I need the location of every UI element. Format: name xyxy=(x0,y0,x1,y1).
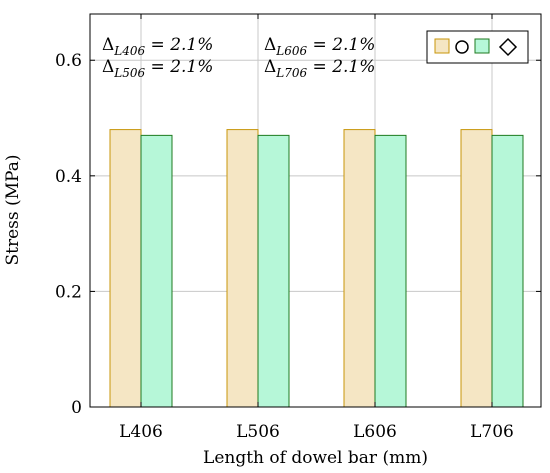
bar-series-2-l506 xyxy=(257,134,290,408)
bar-series-1-l406 xyxy=(109,129,142,408)
bar-series-2-l706 xyxy=(491,134,524,408)
annotation-l406: ΔL406 = 2.1% xyxy=(102,35,213,58)
x-tick-label: L606 xyxy=(353,422,397,442)
bar-series-1-l706 xyxy=(460,129,493,408)
bars-layer xyxy=(109,129,524,408)
bar-series-2-l606 xyxy=(374,134,407,408)
legend-swatch-series-2 xyxy=(474,38,490,54)
bar-series-1-l506 xyxy=(226,129,259,408)
x-tick-label: L406 xyxy=(119,422,163,442)
y-axis-title: Stress (MPa) xyxy=(3,155,23,266)
y-tick-label: 0.4 xyxy=(55,167,82,187)
legend-swatch-series-1 xyxy=(434,38,450,54)
y-tick-label: 0.6 xyxy=(55,51,82,71)
legend xyxy=(426,30,529,64)
circle-icon xyxy=(455,40,469,54)
bar-series-2-l406 xyxy=(140,134,173,408)
diamond-icon xyxy=(498,37,518,57)
bar-series-1-l606 xyxy=(343,129,376,408)
x-axis-title: Length of dowel bar (mm) xyxy=(203,448,428,468)
annotation-l706: ΔL706 = 2.1% xyxy=(264,57,375,80)
y-tick-label: 0 xyxy=(71,398,82,418)
annotation-l506: ΔL506 = 2.1% xyxy=(102,57,213,80)
annotation-l606: ΔL606 = 2.1% xyxy=(264,35,375,58)
x-tick-label: L706 xyxy=(470,422,514,442)
ticks-layer: 0 0.2 0.4 0.6 L406 L506 L606 L706 xyxy=(55,14,541,442)
y-tick-label: 0.2 xyxy=(55,282,82,302)
plot-frame xyxy=(89,13,542,408)
x-tick-label: L506 xyxy=(236,422,280,442)
